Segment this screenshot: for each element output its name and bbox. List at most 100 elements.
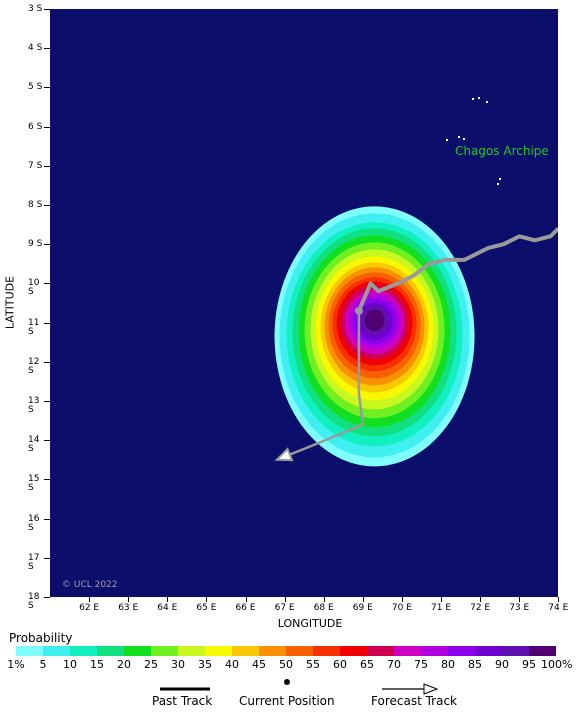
longitude-tick-mark [167,597,169,602]
latitude-tick-mark [44,401,50,402]
colorbar-swatch [43,646,70,656]
place-label-chagos: Chagos Archipe [455,144,549,158]
latitude-tick-label: 17 S [28,552,40,572]
longitude-tick-label: 73 E [509,603,530,613]
colorbar-label: 1% [7,658,25,671]
longitude-tick-label: 66 E [235,603,256,613]
island-marker [486,101,488,103]
colorbar-swatch [340,646,367,656]
colorbar-label: 70 [387,658,401,671]
probability-title: Probability [9,631,73,645]
longitude-tick-mark [89,597,91,602]
longitude-tick-mark [441,597,442,602]
latitude-tick-mark [44,9,50,10]
island-marker [446,139,448,141]
longitude-tick-mark [480,597,482,602]
colorbar-swatch [259,646,286,656]
colorbar-swatch [16,646,43,656]
latitude-tick-mark [44,557,50,559]
latitude-tick-label: 7 S [28,160,43,171]
copyright-text: © UCL 2022 [62,580,118,590]
current-position-legend: Current Position [239,694,335,708]
colorbar-swatch [232,646,259,656]
longitude-tick-label: 71 E [431,603,451,613]
latitude-tick-mark [44,361,50,363]
longitude-tick-label: 68 E [313,603,334,613]
colorbar-swatch [151,646,178,656]
latitude-tick-mark [44,126,50,128]
latitude-tick-label: 6 S [28,121,43,132]
colorbar-swatch [178,646,205,656]
colorbar-label: 100% [541,658,573,671]
longitude-tick-label: 65 E [196,603,217,613]
latitude-tick-label: 18 S [28,592,40,611]
latitude-tick-mark [44,322,50,324]
longitude-tick-mark [519,597,521,602]
colorbar-label: 60 [333,658,347,671]
latitude-tick-mark [44,518,50,520]
forecast-track-legend-arrow [423,683,439,695]
current-position-legend-dot [284,679,290,685]
colorbar-swatch [475,646,502,656]
map-area [50,9,560,597]
probability-colorbar [16,646,556,656]
colorbar-swatch [205,646,232,656]
colorbar-label: 50 [279,658,293,671]
latitude-tick-mark [44,479,50,481]
colorbar-swatch [448,646,475,656]
colorbar-swatch [529,646,556,656]
past-track-legend: Past Track [152,694,213,708]
island-marker [458,136,460,138]
colorbar-swatch [502,646,529,656]
colorbar-label: 40 [225,658,239,671]
colorbar-swatch [394,646,421,656]
longitude-tick-label: 63 E [118,603,139,613]
latitude-tick-label: 4 S [28,43,43,54]
longitude-tick-label: 67 E [274,603,295,613]
x-axis-label: LONGITUDE [277,617,343,630]
colorbar-label: 55 [306,658,320,671]
longitude-tick-label: 69 E [352,603,373,613]
colorbar-swatch [124,646,151,656]
latitude-tick-mark [44,205,50,206]
island-marker [499,178,501,180]
latitude-tick-label: 11 S [28,317,40,337]
colorbar-swatch [70,646,97,656]
track-legend-symbols [160,679,439,695]
colorbar-swatch [367,646,394,656]
longitude-tick-mark [323,597,325,602]
colorbar-label: 45 [252,658,266,671]
colorbar-swatch [313,646,340,656]
longitude-tick-label: 70 E [391,603,412,613]
forecast-track-legend: Forecast Track [371,694,457,708]
forecast-track-arrowhead [274,447,294,462]
colorbar-label: 30 [171,658,185,671]
colorbar-label: 35 [198,658,212,671]
latitude-tick-label: 16 S [28,513,40,533]
island-marker [478,97,480,99]
latitude-tick-label: 12 S [28,356,40,376]
latitude-tick-mark [44,283,50,285]
longitude-tick-mark [558,597,560,602]
colorbar-swatch [421,646,448,656]
colorbar-swatch [286,646,313,656]
latitude-tick-mark [44,244,50,246]
colorbar-label: 65 [360,658,374,671]
island-marker [472,98,474,100]
longitude-tick-mark [245,597,247,602]
colorbar-label: 85 [468,658,482,671]
current-position-marker [354,306,363,315]
colorbar-label: 10 [63,658,77,671]
latitude-tick-label: 10 S [28,278,40,298]
latitude-tick-mark [44,165,50,167]
latitude-tick-label: 8 S [28,200,43,210]
longitude-tick-label: 72 E [470,603,491,613]
colorbar-label: 25 [144,658,158,671]
longitude-tick-mark [362,597,364,602]
latitude-tick-label: 5 S [28,82,43,93]
island-marker [463,138,465,140]
longitude-tick-label: 64 E [157,603,178,613]
latitude-tick-label: 9 S [28,239,43,250]
colorbar-label: 15 [90,658,104,671]
colorbar-swatch [97,646,124,656]
